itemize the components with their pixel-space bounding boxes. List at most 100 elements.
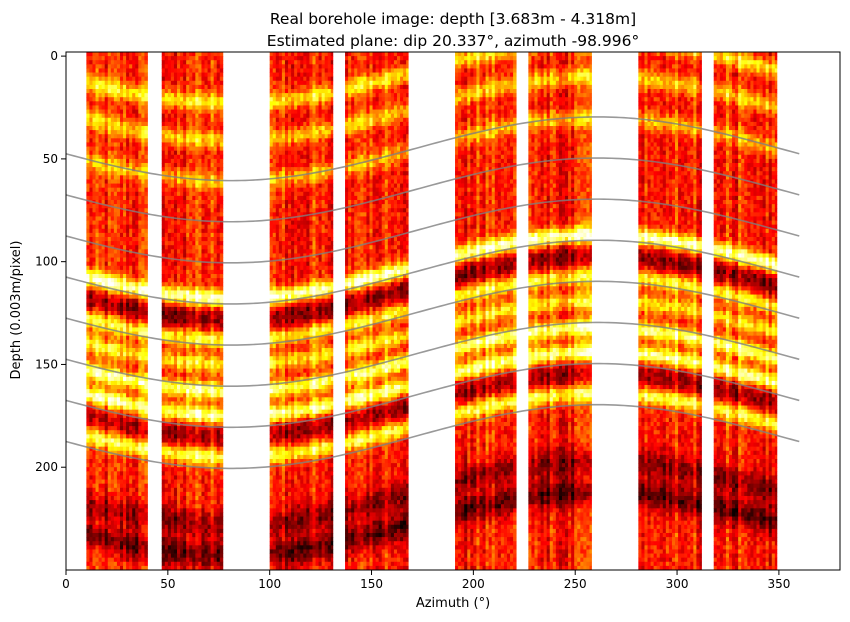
heatmap-cell — [108, 521, 111, 526]
heatmap-cell — [117, 517, 120, 522]
heatmap-cell — [171, 60, 174, 65]
heatmap-cell — [132, 348, 135, 353]
heatmap-cell — [86, 459, 89, 464]
heatmap-cell — [144, 447, 147, 452]
heatmap-cell — [111, 360, 114, 365]
heatmap-cell — [120, 492, 123, 497]
heatmap-cell — [144, 512, 147, 517]
heatmap-cell — [135, 529, 138, 534]
heatmap-cell — [135, 554, 138, 559]
heatmap-cell — [99, 471, 102, 476]
heatmap-cell — [92, 286, 95, 291]
heatmap-cell — [208, 89, 211, 94]
heatmap-cell — [123, 52, 126, 57]
heatmap-cell — [144, 52, 147, 57]
heatmap-cell — [144, 410, 147, 415]
heatmap-cell — [117, 151, 120, 156]
heatmap-cell — [102, 171, 105, 176]
heatmap-cell — [111, 130, 114, 135]
heatmap-cell — [141, 541, 144, 546]
heatmap-cell — [144, 81, 147, 86]
heatmap-cell — [126, 130, 129, 135]
heatmap-cell — [96, 443, 99, 448]
heatmap-cell — [144, 549, 147, 554]
heatmap-cell — [141, 381, 144, 386]
heatmap-cell — [92, 258, 95, 263]
heatmap-cell — [111, 81, 114, 86]
heatmap-cell — [108, 418, 111, 423]
heatmap-cell — [141, 434, 144, 439]
heatmap-cell — [123, 68, 126, 73]
heatmap-cell — [141, 233, 144, 238]
heatmap-cell — [99, 130, 102, 135]
heatmap-cell — [105, 332, 108, 337]
heatmap-cell — [126, 97, 129, 102]
heatmap-cell — [135, 258, 138, 263]
heatmap-cell — [126, 459, 129, 464]
heatmap-cell — [99, 463, 102, 468]
heatmap-cell — [108, 480, 111, 485]
heatmap-cell — [111, 56, 114, 61]
heatmap-cell — [129, 364, 132, 369]
heatmap-cell — [129, 467, 132, 472]
heatmap-cell — [86, 475, 89, 480]
heatmap-cell — [126, 147, 129, 152]
heatmap-cell — [117, 480, 120, 485]
heatmap-cell — [96, 138, 99, 143]
heatmap-cell — [89, 315, 92, 320]
heatmap-cell — [114, 225, 117, 230]
heatmap-cell — [92, 68, 95, 73]
heatmap-cell — [208, 93, 211, 98]
heatmap-cell — [120, 529, 123, 534]
heatmap-cell — [117, 521, 120, 526]
heatmap-cell — [89, 327, 92, 332]
heatmap-cell — [123, 105, 126, 110]
heatmap-cell — [217, 56, 220, 61]
heatmap-cell — [86, 381, 89, 386]
heatmap-cell — [220, 56, 223, 61]
heatmap-cell — [89, 549, 92, 554]
heatmap-cell — [86, 307, 89, 312]
heatmap-cell — [96, 414, 99, 419]
heatmap-cell — [117, 307, 120, 312]
heatmap-cell — [117, 175, 120, 180]
heatmap-cell — [132, 299, 135, 304]
heatmap-cell — [86, 541, 89, 546]
heatmap-cell — [168, 97, 171, 102]
heatmap-cell — [183, 89, 186, 94]
heatmap-cell — [92, 475, 95, 480]
heatmap-cell — [96, 360, 99, 365]
heatmap-cell — [129, 504, 132, 509]
heatmap-cell — [99, 122, 102, 127]
heatmap-cell — [96, 81, 99, 86]
heatmap-cell — [89, 299, 92, 304]
heatmap-cell — [120, 467, 123, 472]
heatmap-cell — [135, 381, 138, 386]
heatmap-cell — [96, 385, 99, 390]
heatmap-cell — [102, 418, 105, 423]
heatmap-cell — [120, 406, 123, 411]
heatmap-cell — [138, 237, 141, 242]
heatmap-cell — [111, 216, 114, 221]
heatmap-cell — [132, 336, 135, 341]
heatmap-cell — [111, 93, 114, 98]
heatmap-cell — [123, 258, 126, 263]
heatmap-cell — [117, 147, 120, 152]
heatmap-cell — [117, 447, 120, 452]
heatmap-cell — [102, 270, 105, 275]
heatmap-cell — [96, 229, 99, 234]
heatmap-cell — [102, 480, 105, 485]
heatmap-cell — [132, 533, 135, 538]
heatmap-cell — [117, 418, 120, 423]
heatmap-cell — [144, 233, 147, 238]
heatmap-cell — [92, 105, 95, 110]
heatmap-cell — [211, 52, 214, 57]
heatmap-cell — [129, 258, 132, 263]
heatmap-cell — [102, 521, 105, 526]
heatmap-cell — [138, 77, 141, 82]
heatmap-cell — [129, 151, 132, 156]
heatmap-cell — [141, 323, 144, 328]
heatmap-cell — [129, 163, 132, 168]
heatmap-cell — [117, 443, 120, 448]
heatmap-cell — [102, 101, 105, 106]
